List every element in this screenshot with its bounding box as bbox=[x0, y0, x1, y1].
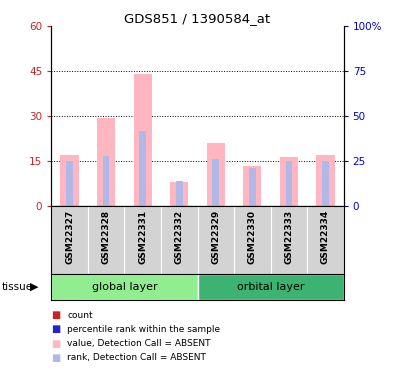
Bar bbox=[176, 181, 182, 206]
Bar bbox=[134, 74, 152, 206]
Text: GSM22329: GSM22329 bbox=[211, 210, 220, 264]
Bar bbox=[198, 274, 344, 300]
Text: orbital layer: orbital layer bbox=[237, 282, 304, 292]
Text: GSM22328: GSM22328 bbox=[102, 210, 111, 264]
Bar bbox=[170, 182, 188, 206]
Bar bbox=[316, 155, 335, 206]
Bar bbox=[286, 161, 292, 206]
Bar bbox=[280, 157, 298, 206]
Text: ■: ■ bbox=[51, 324, 60, 334]
Title: GDS851 / 1390584_at: GDS851 / 1390584_at bbox=[124, 12, 271, 25]
Text: percentile rank within the sample: percentile rank within the sample bbox=[67, 325, 220, 334]
Text: ■: ■ bbox=[51, 310, 60, 320]
Bar bbox=[60, 155, 79, 206]
Bar bbox=[213, 159, 219, 206]
Text: GSM22332: GSM22332 bbox=[175, 210, 184, 264]
Text: GSM22334: GSM22334 bbox=[321, 210, 330, 264]
Bar bbox=[51, 274, 198, 300]
Text: count: count bbox=[67, 310, 93, 320]
Text: GSM22333: GSM22333 bbox=[284, 210, 293, 264]
Text: ▶: ▶ bbox=[30, 282, 38, 292]
Text: ■: ■ bbox=[51, 353, 60, 363]
Text: ■: ■ bbox=[51, 339, 60, 348]
Bar bbox=[243, 166, 261, 206]
Text: GSM22331: GSM22331 bbox=[138, 210, 147, 264]
Text: GSM22330: GSM22330 bbox=[248, 210, 257, 264]
Bar bbox=[97, 118, 115, 206]
Bar bbox=[249, 168, 256, 206]
Bar bbox=[103, 156, 109, 206]
Text: GSM22327: GSM22327 bbox=[65, 210, 74, 264]
Bar bbox=[66, 161, 73, 206]
Text: tissue: tissue bbox=[2, 282, 33, 292]
Text: value, Detection Call = ABSENT: value, Detection Call = ABSENT bbox=[67, 339, 211, 348]
Bar bbox=[322, 161, 329, 206]
Text: global layer: global layer bbox=[92, 282, 157, 292]
Bar bbox=[207, 143, 225, 206]
Bar bbox=[139, 130, 146, 206]
Text: rank, Detection Call = ABSENT: rank, Detection Call = ABSENT bbox=[67, 353, 206, 362]
